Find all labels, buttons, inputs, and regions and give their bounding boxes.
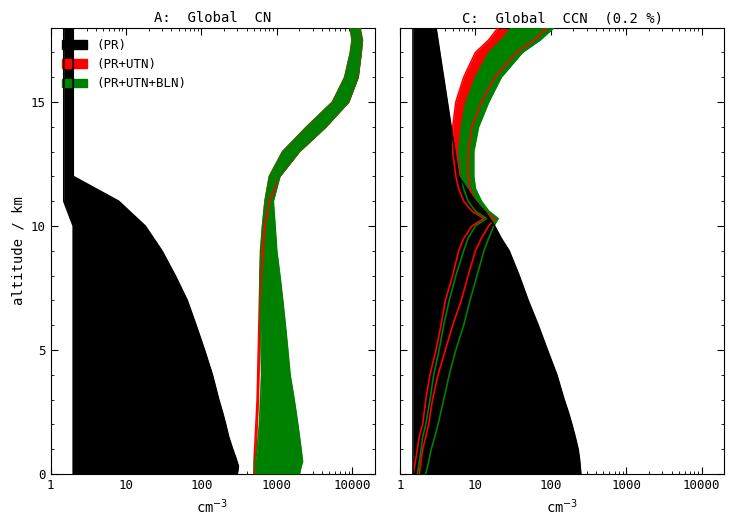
X-axis label: cm$^{-3}$: cm$^{-3}$	[197, 497, 229, 516]
Title: A:  Global  CN: A: Global CN	[154, 11, 272, 25]
Legend: (PR), (PR+UTN), (PR+UTN+BLN): (PR), (PR+UTN), (PR+UTN+BLN)	[57, 34, 192, 95]
Title: C:  Global  CCN  (0.2 %): C: Global CCN (0.2 %)	[461, 11, 662, 25]
X-axis label: cm$^{-3}$: cm$^{-3}$	[546, 497, 578, 516]
Y-axis label: altitude / km: altitude / km	[11, 197, 25, 305]
